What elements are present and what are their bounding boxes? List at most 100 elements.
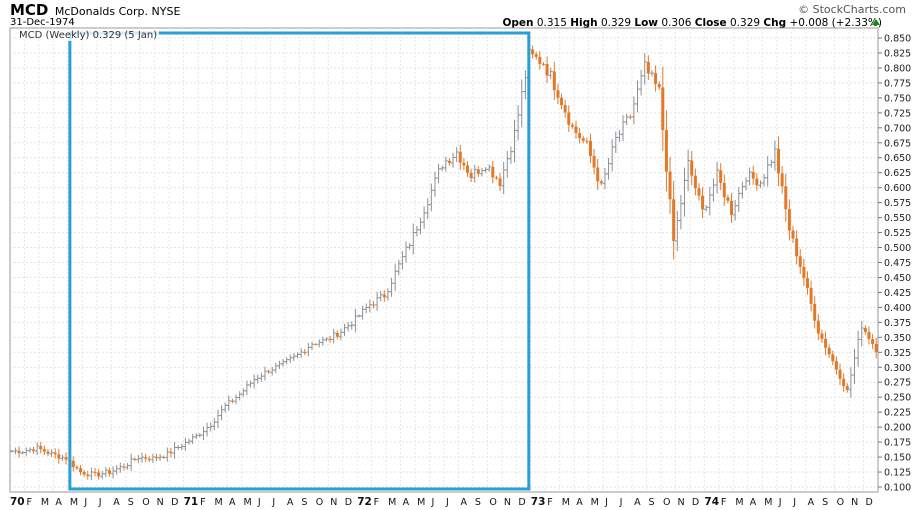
price-bar-body [97, 472, 101, 477]
x-tick-label: D [866, 497, 873, 508]
price-bar-body [491, 166, 495, 178]
y-tick-label: 0.400 [884, 303, 911, 314]
close-value: 0.329 [730, 17, 761, 29]
x-tick-label: S [301, 497, 307, 508]
x-tick-label: A [229, 497, 236, 508]
price-bar-body [730, 200, 734, 215]
y-tick-label: 0.500 [884, 243, 911, 254]
price-bar-body [498, 178, 502, 186]
y-tick-label: 0.675 [884, 138, 911, 149]
price-bar-body [592, 155, 596, 168]
y-tick-label: 0.100 [884, 483, 911, 494]
price-bar-body [335, 332, 339, 337]
y-tick-label: 0.850 [884, 34, 911, 45]
x-tick-label: F [721, 497, 726, 508]
y-tick-label: 0.350 [884, 333, 911, 344]
up-arrow-icon [872, 19, 880, 25]
price-bar-body [75, 466, 79, 469]
price-bar-body [654, 73, 658, 85]
y-tick-label: 0.725 [884, 108, 911, 119]
price-bar-body [657, 84, 661, 88]
price-bar-body [494, 177, 498, 179]
x-tick-label: D [171, 497, 178, 508]
price-bar-body [581, 138, 585, 141]
price-bar-body [79, 468, 83, 473]
price-bar-body [382, 294, 386, 298]
price-bar-body [64, 457, 68, 460]
price-bar-body [169, 451, 173, 454]
y-tick-label: 0.225 [884, 408, 911, 419]
chg-label: Chg [763, 17, 787, 29]
x-tick-label: N [851, 497, 858, 508]
y-tick-label: 0.425 [884, 288, 911, 299]
price-bar-body [303, 351, 307, 353]
price-bar-body [867, 331, 871, 340]
x-tick-label: A [750, 497, 757, 508]
price-bar-body [690, 160, 694, 176]
y-tick-label: 0.525 [884, 228, 911, 239]
price-bar-body [693, 175, 697, 189]
y-tick-label: 0.175 [884, 438, 911, 449]
price-bar-body [466, 165, 470, 173]
y-tick-label: 0.625 [884, 168, 911, 179]
x-tick-label: J [257, 497, 261, 508]
x-tick-label: A [460, 497, 467, 508]
x-tick-label: 74 [704, 496, 719, 508]
x-tick-label: M [591, 497, 599, 508]
price-bar-body [664, 130, 668, 172]
x-tick-label: M [764, 497, 772, 508]
x-tick-label: S [128, 497, 134, 508]
x-tick-label: M [243, 497, 251, 508]
x-tick-label: A [576, 497, 583, 508]
price-bar-body [122, 466, 126, 468]
high-value: 0.329 [601, 17, 632, 29]
y-tick-label: 0.450 [884, 273, 911, 284]
ticker-symbol: MCD [10, 1, 49, 19]
price-bar-body [476, 169, 480, 174]
price-bar-body [755, 178, 759, 186]
x-tick-label: O [837, 497, 844, 508]
price-bar-body [57, 454, 61, 459]
price-bar-body [42, 449, 46, 452]
price-bar-body [447, 160, 451, 163]
x-tick-label: S [475, 497, 481, 508]
price-bar-body [545, 63, 549, 76]
price-bar-body [107, 470, 111, 474]
x-tick-label: A [808, 497, 815, 508]
price-bar-body [798, 256, 802, 267]
chart-header: MCD McDonalds Corp. NYSE [10, 1, 180, 19]
x-tick-label: J [445, 497, 449, 508]
x-tick-label: S [822, 497, 828, 508]
x-tick-label: N [504, 497, 511, 508]
y-tick-label: 0.700 [884, 123, 911, 134]
price-bar-body [39, 446, 43, 450]
x-tick-label: A [634, 497, 641, 508]
price-bar-body [842, 378, 846, 387]
price-bar-body [267, 371, 271, 373]
x-tick-label: J [778, 497, 782, 508]
price-bar-body [578, 133, 582, 139]
x-tick-label: O [142, 497, 149, 508]
price-bar-body [17, 450, 21, 454]
y-tick-label: 0.475 [884, 258, 911, 269]
price-bar-body [314, 344, 318, 346]
x-tick-label: N [157, 497, 164, 508]
y-tick-label: 0.200 [884, 423, 911, 434]
price-bar-body [596, 167, 600, 182]
y-tick-label: 0.575 [884, 198, 911, 209]
x-tick-label: M [562, 497, 570, 508]
price-bar-body [588, 140, 592, 156]
x-tick-label: A [287, 497, 294, 508]
price-bar-body [831, 354, 835, 362]
price-bar-body [863, 327, 867, 332]
price-bar-body [154, 456, 158, 459]
y-tick-label: 0.550 [884, 213, 911, 224]
x-tick-label: F [200, 497, 205, 508]
x-tick-label: D [692, 497, 699, 508]
y-tick-label: 0.375 [884, 318, 911, 329]
price-bar-body [32, 449, 36, 452]
x-tick-label: N [330, 497, 337, 508]
price-bar-body [230, 400, 234, 402]
price-bar-body [816, 320, 820, 334]
